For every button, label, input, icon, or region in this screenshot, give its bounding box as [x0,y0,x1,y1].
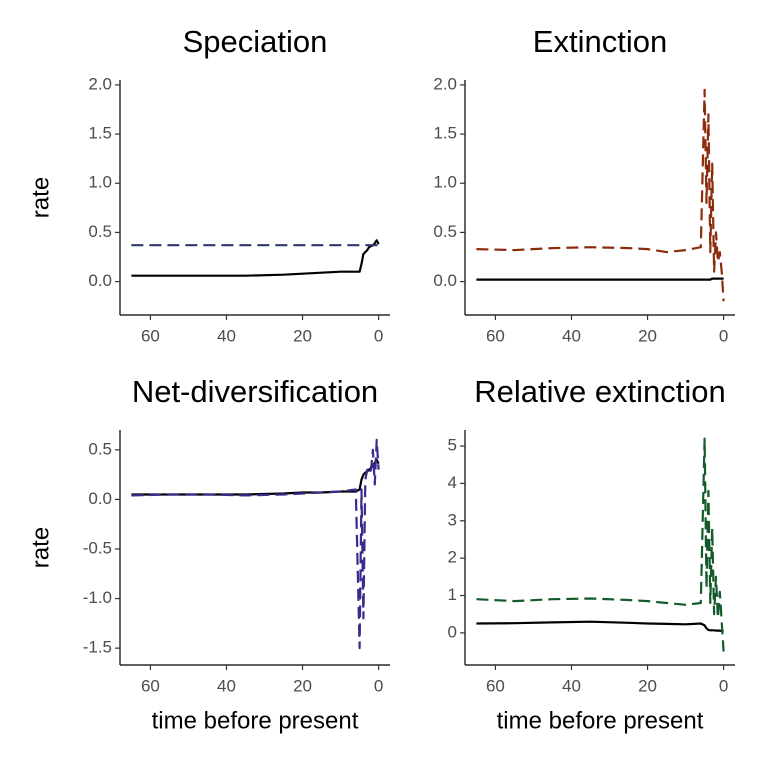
y-tick-label: 0.5 [88,222,112,241]
x-tick-label: 20 [293,326,312,345]
series-line [476,437,725,652]
x-tick-label: 60 [141,326,160,345]
series-line [131,438,380,650]
y-axis-label: rate [27,177,54,218]
x-axis-label: time before present [152,707,359,734]
x-tick-label: 60 [141,676,160,695]
y-tick-label: 0.0 [433,271,457,290]
y-tick-label: 1.0 [88,173,112,192]
y-tick-label: 1 [448,585,457,604]
y-tick-label: 0.5 [433,222,457,241]
panel-title: Speciation [183,24,328,59]
x-tick-label: 20 [638,676,657,695]
panel-title: Net-diversification [132,374,378,409]
y-tick-label: 0.0 [88,271,112,290]
y-tick-label: 1.5 [88,124,112,143]
y-tick-label: 0.0 [88,489,112,508]
x-tick-label: 20 [638,326,657,345]
y-axis-label: rate [27,527,54,568]
x-axis-label: time before present [497,707,704,734]
x-tick-label: 60 [486,326,505,345]
y-tick-label: 4 [448,473,457,492]
x-tick-label: 40 [217,676,236,695]
series-line [476,277,724,281]
x-tick-label: 40 [562,326,581,345]
x-tick-label: 20 [293,676,312,695]
series-line [131,458,380,496]
x-tick-label: 0 [374,676,383,695]
y-tick-label: 2.0 [88,74,112,93]
panel-title: Relative extinction [474,374,726,409]
y-tick-label: 2 [448,548,457,567]
y-tick-label: 0.5 [88,439,112,458]
series-line [476,620,724,633]
x-tick-label: 60 [486,676,505,695]
x-tick-label: 40 [562,676,581,695]
y-tick-label: 5 [448,436,457,455]
x-tick-label: 0 [719,326,728,345]
y-tick-label: -0.5 [83,538,112,557]
x-tick-label: 0 [374,326,383,345]
y-tick-label: 0 [448,622,457,641]
y-tick-label: 1.5 [433,124,457,143]
y-tick-label: 2.0 [433,74,457,93]
y-tick-label: 3 [448,510,457,529]
series-line [476,88,725,302]
x-tick-label: 40 [217,326,236,345]
y-tick-label: -1.5 [83,638,112,657]
y-tick-label: -1.0 [83,588,112,607]
panel-title: Extinction [533,24,667,59]
x-tick-label: 0 [719,676,728,695]
y-tick-label: 1.0 [433,173,457,192]
